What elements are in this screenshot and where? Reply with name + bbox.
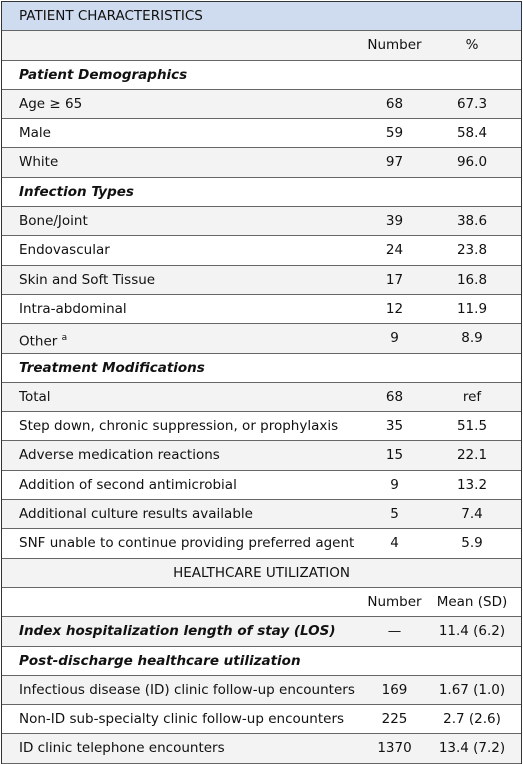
footnote-marker: a (61, 333, 68, 344)
table-row: Treatment Modifications (2, 354, 521, 383)
table-row: White 97 96.0 (2, 148, 521, 178)
row-label: Total (19, 388, 51, 405)
cell-value: 68 (385, 388, 404, 405)
column-header: Mean (SD) (436, 593, 508, 610)
table-row: Other a 9 8.9 (2, 324, 521, 354)
table-row: Endovascular 24 23.8 (2, 236, 521, 266)
cell-value: 4 (390, 535, 399, 552)
table-row: Infection Types (2, 178, 521, 208)
table-row: HEALTHCARE UTILIZATION (2, 558, 521, 588)
table-row: Skin and Soft Tissue 17 16.8 (2, 265, 521, 295)
table-row: Intra-abdominal 12 11.9 (2, 295, 521, 325)
column-header: Number (367, 593, 422, 610)
column-header: Number (367, 37, 422, 54)
cell-value: 38.6 (456, 213, 488, 230)
cell-value: 59 (385, 125, 404, 142)
cell-value: 225 (381, 711, 408, 728)
group-title: Treatment Modifications (19, 359, 205, 376)
table-row: Male 59 58.4 (2, 119, 521, 149)
table-row: Index hospitalization length of stay (LO… (2, 617, 521, 647)
cell-value: 8.9 (461, 330, 483, 347)
table-row: Patient Demographics (2, 61, 521, 90)
cell-value: 68 (385, 95, 404, 112)
cell-value: 16.8 (456, 271, 488, 288)
section-title: PATIENT CHARACTERISTICS (19, 8, 203, 24)
table-row: Addition of second antimicrobial 9 13.2 (2, 471, 521, 501)
row-label: Male (19, 125, 51, 142)
section-title: HEALTHCARE UTILIZATION (173, 564, 350, 581)
cell-value: 9 (390, 476, 399, 493)
row-label: ID clinic telephone encounters (19, 740, 225, 757)
cell-value: 51.5 (456, 418, 488, 435)
table-row: Age ≥ 65 68 67.3 (2, 89, 521, 120)
table-row: Non-ID sub-specialty clinic follow-up en… (2, 705, 521, 735)
table-row: Number% (2, 31, 521, 61)
row-label: SNF unable to continue providing preferr… (19, 535, 355, 552)
cell-value: 35 (385, 418, 404, 435)
table-row: Additional culture results available 5 7.4 (2, 500, 521, 530)
table-row: Infectious disease (ID) clinic follow-up… (2, 675, 521, 706)
row-label: Intra-abdominal (19, 300, 127, 317)
cell-value: 58.4 (456, 125, 488, 142)
table-row: Bone/Joint 39 38.6 (2, 207, 521, 237)
group-title: Infection Types (19, 183, 134, 200)
table-row: SNF unable to continue providing preferr… (2, 529, 521, 559)
cell-value: 39 (385, 213, 404, 230)
cell-value: 5.9 (461, 535, 483, 552)
group-title: Post-discharge healthcare utilization (19, 652, 301, 669)
cell-value: 12 (385, 300, 404, 317)
cell-value: ref (462, 388, 482, 405)
cell-value: 9 (390, 330, 399, 347)
row-label: Other a (19, 333, 68, 350)
group-title: Index hospitalization length of stay (LO… (19, 623, 336, 640)
cell-value: 1370 (377, 740, 412, 757)
cell-value: 23.8 (456, 242, 488, 259)
table-row: Post-discharge healthcare utilization (2, 647, 521, 676)
cell-value: 96.0 (456, 154, 488, 171)
cell-value: 24 (385, 242, 404, 259)
cell-value: 13.2 (456, 476, 488, 493)
cell-value: 11.4 (6.2) (438, 623, 506, 640)
table-row: Adverse medication reactions 15 22.1 (2, 441, 521, 471)
cell-value: 1.67 (1.0) (438, 681, 506, 698)
cell-value: 22.1 (456, 447, 488, 464)
cell-value: 7.4 (461, 506, 483, 523)
table-row: Total 68 ref (2, 382, 521, 413)
cell-value: 15 (385, 447, 404, 464)
row-label: Skin and Soft Tissue (19, 271, 156, 288)
table-row: Step down, chronic suppression, or proph… (2, 412, 521, 442)
cell-value: 17 (385, 271, 404, 288)
row-label: Age ≥ 65 (19, 95, 83, 112)
row-label: Additional culture results available (19, 506, 253, 523)
column-header: % (465, 37, 479, 54)
cell-value: 2.7 (2.6) (443, 711, 501, 728)
table-row: PATIENT CHARACTERISTICS (2, 2, 521, 32)
table-row: Number Mean (SD) (2, 588, 521, 618)
cell-value: 97 (385, 154, 404, 171)
row-label: Infectious disease (ID) clinic follow-up… (19, 681, 355, 698)
cell-value: 11.9 (456, 300, 488, 317)
row-label: Step down, chronic suppression, or proph… (19, 418, 339, 435)
cell-value: 13.4 (7.2) (438, 740, 506, 757)
row-label: Endovascular (19, 242, 110, 259)
table-row: ID clinic telephone encounters 1370 13.4 (… (2, 734, 521, 764)
row-label: Adverse medication reactions (19, 447, 220, 464)
group-title: Patient Demographics (19, 66, 188, 83)
cell-value: 169 (381, 681, 408, 698)
cell-value: 67.3 (456, 95, 488, 112)
cell-value: — (387, 623, 402, 640)
row-label: White (19, 154, 59, 171)
cell-value: 5 (390, 506, 399, 523)
row-label: Bone/Joint (19, 213, 88, 230)
row-label: Addition of second antimicrobial (19, 476, 237, 493)
row-label: Non-ID sub-specialty clinic follow-up en… (19, 711, 345, 728)
